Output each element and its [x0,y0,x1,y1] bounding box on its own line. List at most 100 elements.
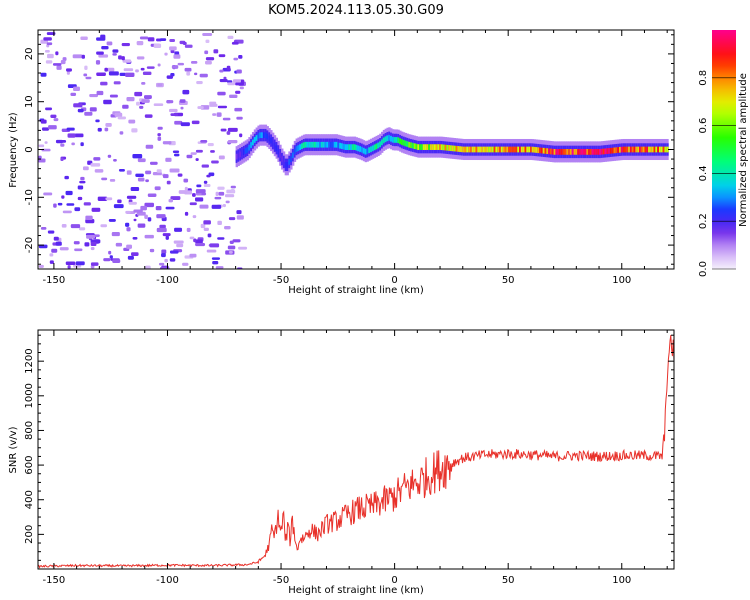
noise-speckle [108,218,116,222]
ridge-core [326,141,329,148]
noise-speckle [238,54,243,59]
noise-speckle [201,164,209,168]
noise-speckle [170,113,179,117]
ridge-core [271,140,275,146]
ridge-core [560,149,564,155]
noise-speckle [136,40,144,46]
ridge-core [486,146,489,153]
ridge-core [353,144,357,150]
ridge-core [297,145,300,151]
noise-speckle [199,204,209,209]
noise-speckle [239,133,243,138]
noise-speckle [46,32,56,36]
noise-speckle [74,133,84,138]
noise-speckle [93,234,100,237]
noise-speckle [153,43,162,49]
figure-title: KOM5.2024.113.05.30.G09 [268,3,444,18]
noise-speckle [80,36,88,41]
ridge-core [606,148,609,154]
noise-speckle [40,227,47,230]
noise-speckle [157,136,162,141]
noise-speckle [227,245,236,250]
noise-speckle [217,220,222,226]
y-tick-label: 400 [24,490,35,509]
ridge-core [235,153,239,160]
noise-speckle [195,242,206,247]
ridge-core [631,146,635,153]
noise-speckle [238,246,248,250]
noise-speckle [195,239,203,244]
noise-speckle [169,168,180,173]
colorbar-tick-label: 0.4 [698,165,709,181]
noise-speckle [158,262,165,266]
ridge-core [599,149,602,155]
noise-speckle [85,219,95,224]
noise-speckle [86,234,96,239]
noise-speckle [139,105,144,109]
y-tick-label: 0 [24,146,35,152]
ridge-core [651,146,655,153]
ridge-core [642,146,646,153]
noise-speckle [73,103,83,108]
ridge-core [399,138,402,145]
noise-speckle [97,196,108,201]
ridge-core [290,156,293,162]
noise-speckle [218,54,226,58]
ridge-core [562,149,566,155]
noise-speckle [45,107,53,111]
ridge-core [248,144,251,151]
ridge-core [609,147,613,154]
noise-speckle [83,202,91,206]
noise-speckle [227,82,236,86]
noise-speckle [196,184,202,188]
noise-speckle [226,131,231,135]
ridge-core [322,141,326,148]
noise-speckle [64,175,69,180]
ridge-core [422,144,426,150]
ridge-core [344,144,348,150]
noise-speckle [40,39,49,44]
ridge-core [462,146,466,153]
noise-speckle [197,106,204,110]
noise-speckle [126,195,137,199]
noise-speckle [212,113,217,116]
snr-y-axis: 200 400 600 800 1000 1200 [24,334,674,561]
ridge-core [657,146,660,153]
ridge-core [360,146,364,153]
noise-speckle [157,63,161,67]
noise-speckle [44,49,50,53]
noise-speckle [55,51,59,56]
noise-speckle [47,53,54,59]
ridge-core [261,132,264,139]
ridge-core [517,146,520,153]
ridge-core [324,141,328,148]
noise-speckle [206,174,211,178]
noise-speckle [89,94,98,98]
ridge-core [268,135,271,142]
noise-speckle [173,54,181,59]
noise-speckle [169,46,177,51]
noise-speckle [140,205,147,211]
noise-speckle [93,157,101,161]
ridge-core [470,146,473,153]
ridge-core [251,139,255,146]
ridge-core [646,146,649,153]
ridge-core [639,146,642,153]
ridge-core [393,137,397,143]
ridge-core [382,137,386,144]
noise-speckle [101,177,108,181]
ridge-core [468,146,471,153]
noise-speckle [60,60,66,65]
ridge-core [408,141,411,148]
noise-speckle [209,243,220,248]
ridge-core [379,141,382,148]
ridge-core [348,144,351,150]
noise-speckle [228,217,236,221]
ridge-core [644,146,647,153]
ridge-core [359,146,362,152]
noise-speckle [195,158,199,161]
ridge-core [368,147,371,154]
ridge-core [291,152,295,159]
ridge-core [582,149,586,155]
ridge-core [597,149,600,155]
